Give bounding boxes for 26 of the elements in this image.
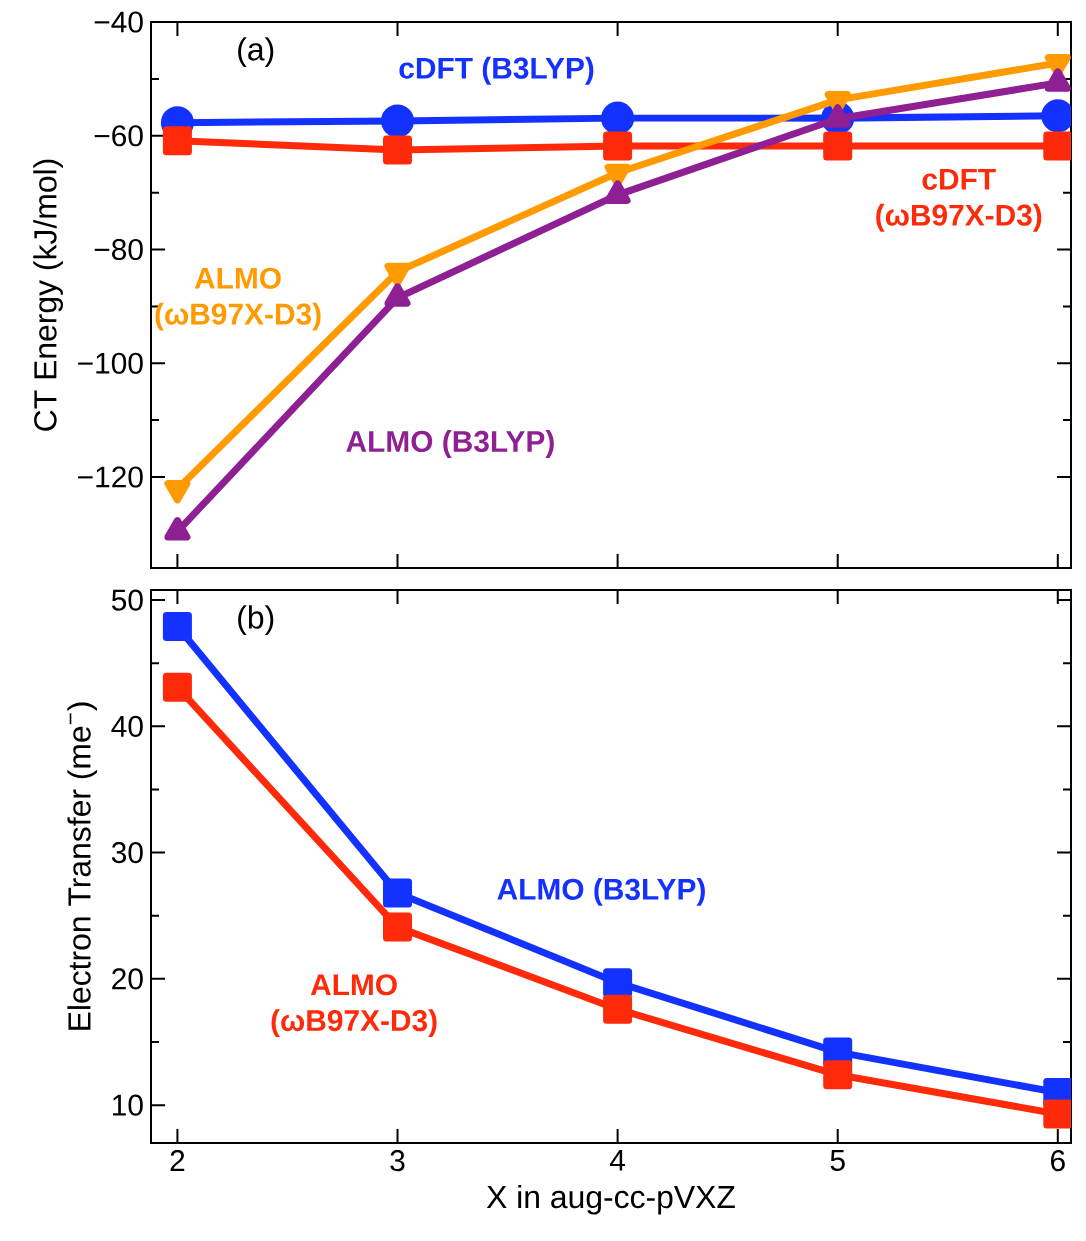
- y-tick-label: 10: [113, 1094, 143, 1116]
- y-axis-title: CT Energy (kJ/mol): [33, 159, 63, 431]
- y-tick-label: −60: [94, 125, 143, 147]
- annotation: (a): [238, 37, 274, 67]
- y-tick-label: −120: [78, 466, 143, 488]
- annotation: (b): [238, 605, 274, 636]
- x-tick-label: 5: [830, 1150, 845, 1171]
- y-axis-title: Electron Transfer (me$^{−}$): [67, 702, 98, 1030]
- x-tick-label: 2: [170, 1150, 185, 1171]
- x-tick-label: 3: [390, 1150, 405, 1172]
- series-label: ALMO (B3LYP): [497, 877, 705, 906]
- y-tick-label: −80: [94, 238, 143, 261]
- y-tick-label: 50: [111, 589, 143, 611]
- y-tick-label: 30: [111, 842, 143, 864]
- series-label: ALMO (ωB97X-D3): [155, 267, 321, 331]
- x-axis-title: X in aug-cc-pVXZ: [486, 1184, 735, 1215]
- y-tick-label: −40: [94, 11, 143, 33]
- y-tick-label: 40: [111, 715, 143, 737]
- series-label: ALMO (ωB97X-D3): [271, 974, 437, 1038]
- series-label: cDFT (B3LYP): [399, 56, 594, 85]
- y-tick-label: −100: [78, 352, 143, 374]
- series-label: ALMO (B3LYP): [346, 430, 554, 458]
- x-tick-label: 4: [609, 1150, 626, 1171]
- y-tick-label: 20: [112, 968, 143, 990]
- series-label: cDFT (ωB97X-D3): [876, 169, 1042, 232]
- x-tick-label: 6: [1051, 1150, 1065, 1172]
